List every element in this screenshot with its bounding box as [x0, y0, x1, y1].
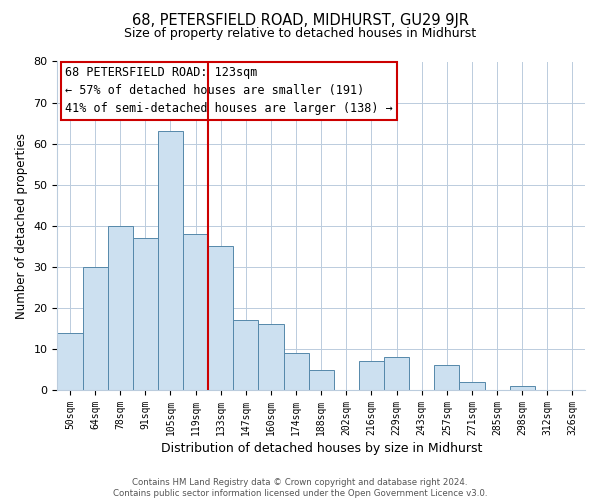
Bar — [284, 353, 308, 390]
Text: 68 PETERSFIELD ROAD: 123sqm
← 57% of detached houses are smaller (191)
41% of se: 68 PETERSFIELD ROAD: 123sqm ← 57% of det… — [65, 66, 393, 116]
Bar — [308, 370, 334, 390]
Bar — [384, 357, 409, 390]
Bar — [58, 332, 83, 390]
Bar — [183, 234, 208, 390]
Bar — [208, 246, 233, 390]
Bar — [359, 362, 384, 390]
Bar — [509, 386, 535, 390]
Bar — [107, 226, 133, 390]
Bar — [233, 320, 259, 390]
Bar — [133, 238, 158, 390]
Text: Size of property relative to detached houses in Midhurst: Size of property relative to detached ho… — [124, 28, 476, 40]
Y-axis label: Number of detached properties: Number of detached properties — [15, 133, 28, 319]
Text: 68, PETERSFIELD ROAD, MIDHURST, GU29 9JR: 68, PETERSFIELD ROAD, MIDHURST, GU29 9JR — [131, 12, 469, 28]
Bar — [460, 382, 485, 390]
Bar — [434, 366, 460, 390]
Bar — [83, 267, 107, 390]
Bar — [259, 324, 284, 390]
Text: Contains HM Land Registry data © Crown copyright and database right 2024.
Contai: Contains HM Land Registry data © Crown c… — [113, 478, 487, 498]
X-axis label: Distribution of detached houses by size in Midhurst: Distribution of detached houses by size … — [161, 442, 482, 455]
Bar — [158, 132, 183, 390]
